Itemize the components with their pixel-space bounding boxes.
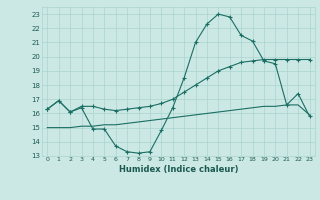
X-axis label: Humidex (Indice chaleur): Humidex (Indice chaleur)	[119, 165, 238, 174]
